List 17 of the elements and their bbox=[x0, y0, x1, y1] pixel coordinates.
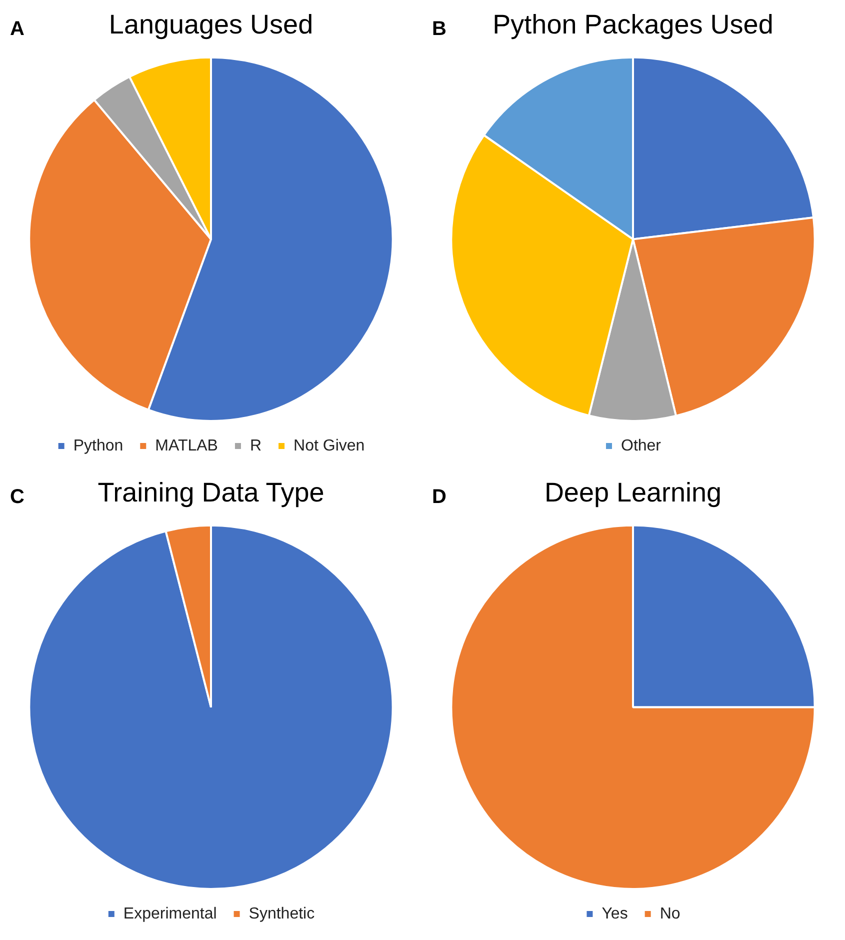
legend-label: Yes bbox=[602, 905, 628, 922]
text: A bbox=[10, 18, 24, 41]
chart-title: Training Data Type bbox=[98, 478, 324, 508]
text: B bbox=[432, 18, 446, 41]
text: C bbox=[10, 486, 24, 509]
legend-label: Other bbox=[620, 437, 662, 454]
legend-label: MATLAB bbox=[155, 437, 218, 454]
chart-title: Languages Used bbox=[108, 10, 314, 40]
legend-label: Python bbox=[73, 437, 124, 454]
legend-label: Experimental bbox=[123, 905, 217, 922]
legend-label: No bbox=[660, 905, 680, 922]
legend-label: R bbox=[250, 437, 262, 454]
legend-label: Not Given bbox=[294, 437, 365, 454]
text: D bbox=[432, 486, 446, 509]
legend-label: Synthetic bbox=[248, 905, 315, 922]
chart-title: Deep Learning bbox=[544, 478, 722, 508]
chart-title: Python Packages Used bbox=[492, 10, 774, 40]
